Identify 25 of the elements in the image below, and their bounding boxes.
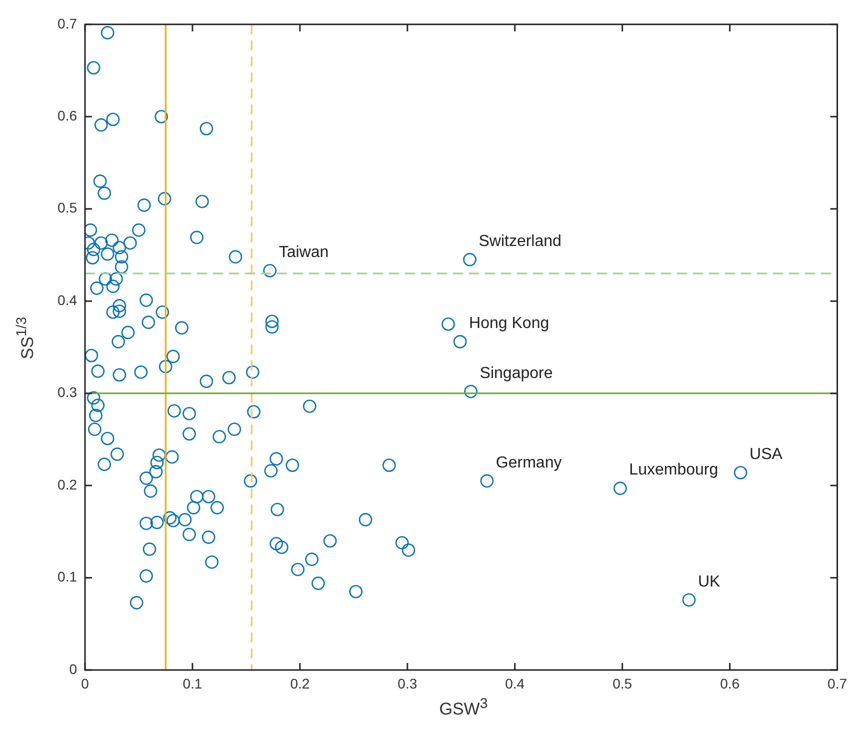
x-tick-label: 0.3 <box>398 675 418 692</box>
annotation: Luxembourg <box>629 462 718 479</box>
x-tick-label: 0.5 <box>612 675 632 692</box>
annotation: Singapore <box>480 364 553 382</box>
y-tick-label: 0.4 <box>58 292 78 308</box>
x-tick-label: 0 <box>81 675 90 692</box>
x-tick-label: 0.6 <box>720 675 740 692</box>
annotation: Taiwan <box>278 244 329 262</box>
x-tick-label: 0.4 <box>505 675 525 692</box>
annotation: Germany <box>496 454 562 472</box>
y-tick-label: 0.1 <box>58 568 78 585</box>
y-tick-label: 0 <box>69 660 78 677</box>
annotation: Switzerland <box>478 232 562 250</box>
x-tick-label: 0.7 <box>828 675 848 692</box>
y-tick-label: 0.7 <box>58 15 78 32</box>
y-tick-label: 0.5 <box>58 200 78 216</box>
y-tick-label: 0.3 <box>58 384 78 400</box>
annotation: UK <box>698 573 721 590</box>
y-tick-label: 0.6 <box>58 107 78 124</box>
x-tick-label: 0.1 <box>182 675 202 692</box>
y-tick-label: 0.2 <box>58 476 78 492</box>
annotation: USA <box>750 446 783 464</box>
annotation: Hong Kong <box>469 315 550 332</box>
x-tick-label: 0.2 <box>290 675 310 692</box>
x-axis-title: GSW$^{3}$ <box>438 696 489 720</box>
